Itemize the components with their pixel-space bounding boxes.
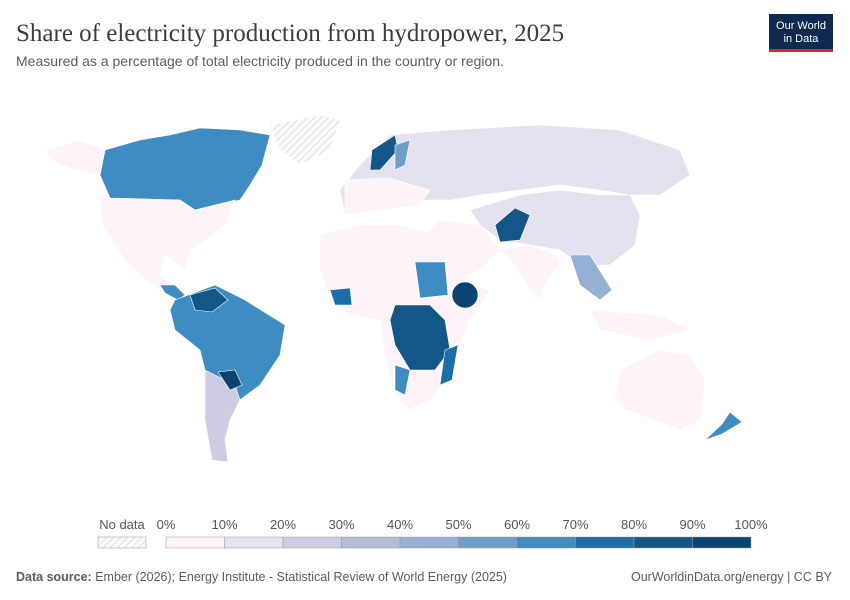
legend-bin <box>516 536 576 549</box>
legend-label: 10% <box>211 517 237 532</box>
region[interactable] <box>439 344 459 386</box>
source: Data source: Ember (2026); Energy Instit… <box>16 570 507 584</box>
region[interactable] <box>369 134 399 171</box>
logo-text[interactable]: in Data <box>784 33 820 45</box>
legend-bin <box>458 536 518 549</box>
region[interactable] <box>204 369 241 463</box>
title: Share of electricity production from hyd… <box>16 20 564 47</box>
logo-bar <box>769 49 833 52</box>
legend-bin <box>575 536 635 549</box>
region[interactable] <box>451 281 479 309</box>
legend-label: 60% <box>504 517 530 532</box>
region[interactable] <box>414 261 449 299</box>
logo[interactable]: Our World in Data <box>769 14 833 52</box>
legend-bin <box>633 536 693 549</box>
region[interactable] <box>394 139 411 171</box>
region[interactable] <box>614 349 706 431</box>
subtitle: Measured as a percentage of total electr… <box>16 53 504 69</box>
legend-bin <box>282 536 342 549</box>
legend-label: 0% <box>157 517 176 532</box>
legend-bin <box>399 536 459 549</box>
region[interactable] <box>394 364 411 396</box>
legend: No data 0% 10% 20% 30% 40% 50% 60% 70% 80% 90% 100… <box>97 517 768 549</box>
legend-label: 30% <box>328 517 354 532</box>
source-label: Data source: <box>16 570 92 584</box>
source-text: Ember (2026); Energy Institute - Statist… <box>95 570 507 584</box>
legend-label: 80% <box>621 517 647 532</box>
legend-bin <box>341 536 401 549</box>
region[interactable] <box>704 411 743 441</box>
legend-label: 50% <box>445 517 471 532</box>
region[interactable] <box>389 304 451 371</box>
region[interactable] <box>269 114 341 166</box>
region[interactable] <box>189 287 229 313</box>
region[interactable] <box>494 207 531 243</box>
legend-label: 20% <box>270 517 296 532</box>
world-map <box>44 114 743 463</box>
region[interactable] <box>329 287 353 306</box>
region[interactable] <box>217 369 243 391</box>
region[interactable] <box>44 139 106 176</box>
region[interactable] <box>344 177 431 216</box>
legend-label: 40% <box>387 517 413 532</box>
legend-label: No data <box>99 517 145 532</box>
legend-label: 90% <box>679 517 705 532</box>
no-data-swatch <box>97 536 147 549</box>
region[interactable] <box>499 244 561 301</box>
legend-label: 100% <box>734 517 768 532</box>
region[interactable] <box>589 309 691 341</box>
region[interactable] <box>569 254 613 301</box>
logo-text[interactable]: Our World <box>776 20 826 32</box>
legend-label: 70% <box>562 517 588 532</box>
legend-bin <box>165 536 225 549</box>
region[interactable] <box>99 127 271 211</box>
legend-bin <box>692 536 752 549</box>
logo-box[interactable] <box>769 14 833 50</box>
link[interactable]: OurWorldinData.org/energy | CC BY <box>631 570 833 584</box>
region[interactable] <box>99 197 236 271</box>
legend-bin <box>224 536 284 549</box>
